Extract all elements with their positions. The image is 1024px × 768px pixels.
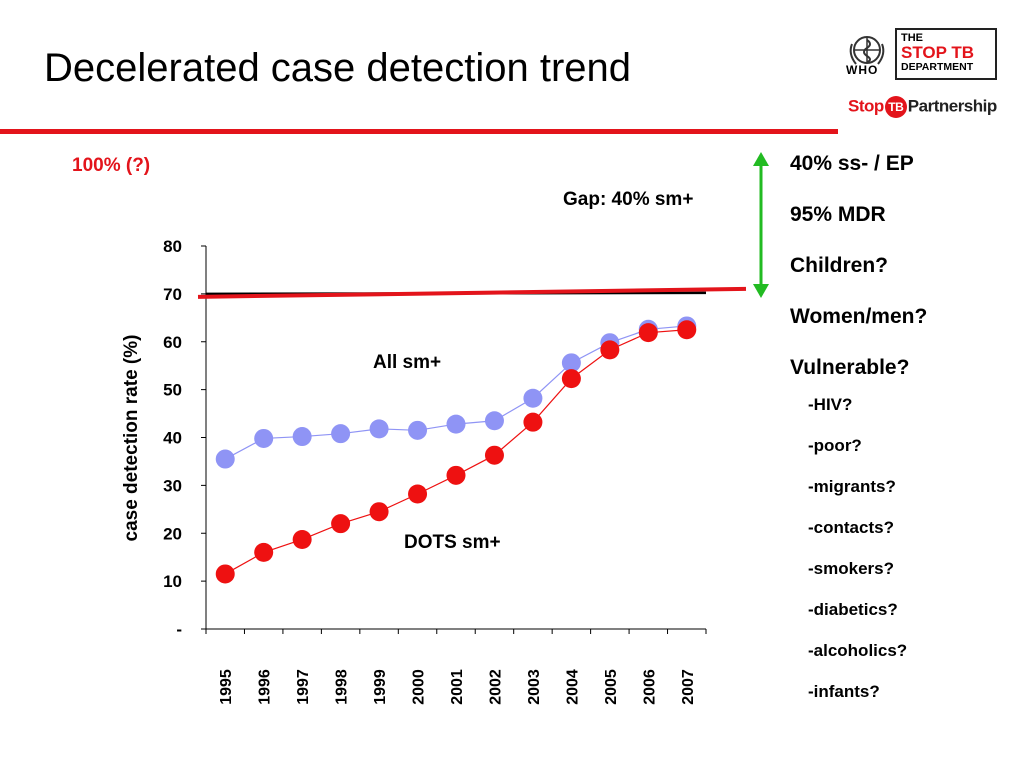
data-point-all-sm-plus [523, 388, 543, 408]
data-point-all-sm-plus [484, 411, 504, 431]
x-tick-label: 1998 [334, 669, 351, 705]
y-tick-label: 60 [163, 333, 182, 352]
who-emblem-icon [849, 36, 885, 65]
data-point-all-sm-plus [446, 414, 466, 434]
y-tick-label: 70 [163, 285, 182, 304]
list-item: Children? [790, 254, 888, 277]
stop-tb-department-logo: THE STOP TB DEPARTMENT [895, 28, 997, 80]
x-tick-label: 2002 [487, 669, 504, 705]
stoptb-line-department: DEPARTMENT [901, 61, 974, 73]
x-tick-label: 2005 [603, 669, 620, 705]
data-point-all-sm-plus [292, 427, 312, 447]
y-tick-label: 20 [163, 524, 182, 543]
x-tick-label: 1996 [257, 669, 274, 705]
stoptb-line-stoptb: STOP TB [901, 43, 975, 62]
data-point-dots-sm-plus [292, 529, 312, 549]
list-item: Women/men? [790, 305, 928, 328]
sub-list-item: -diabetics? [808, 600, 898, 619]
x-tick-label: 1999 [372, 669, 389, 705]
gap-arrow-icon [753, 152, 769, 298]
target-label: 100% (?) [72, 155, 150, 176]
target-line-red [197, 286, 747, 299]
x-tick-label: 1995 [218, 669, 235, 705]
list-item: 95% MDR [790, 203, 886, 226]
data-point-all-sm-plus [215, 449, 235, 469]
data-point-dots-sm-plus [369, 502, 389, 522]
chart-axes: - 10 20 30 40 50 60 70 80 1995 1996 1997 1998 1999 200… [163, 237, 707, 705]
sub-list-item: -smokers? [808, 559, 894, 578]
data-point-dots-sm-plus [484, 445, 504, 465]
partnership-tb-circle: TB [884, 96, 907, 118]
sub-list-item: -infants? [808, 682, 880, 701]
data-point-dots-sm-plus [523, 412, 543, 432]
sub-list-item: -poor? [808, 436, 862, 455]
data-point-dots-sm-plus [254, 542, 274, 562]
data-point-dots-sm-plus [215, 564, 235, 584]
x-tick-label: 2007 [680, 669, 697, 705]
data-point-all-sm-plus [561, 353, 581, 373]
x-tick-label: 1997 [295, 669, 312, 705]
sub-list-item: -HIV? [808, 395, 853, 414]
x-tick-label: 2006 [641, 669, 658, 705]
y-axis-title: case detection rate (%) [121, 335, 142, 542]
gap-label: Gap: 40% sm+ [563, 189, 693, 210]
y-tick-label: 50 [163, 381, 182, 400]
data-point-dots-sm-plus [638, 323, 658, 343]
y-tick-label: 10 [163, 572, 182, 591]
data-point-dots-sm-plus [331, 514, 351, 534]
sub-list-item: -alcoholics? [808, 641, 908, 660]
partnership-stop: Stop [848, 96, 884, 116]
dots-series-label: DOTS sm+ [404, 532, 501, 553]
y-tick-label: 40 [163, 429, 182, 448]
data-point-dots-sm-plus [677, 320, 697, 340]
y-tick-label: 80 [163, 237, 182, 256]
x-tick-label: 2003 [526, 669, 543, 705]
chart-marks [197, 286, 747, 584]
x-tick-label: 2001 [449, 669, 466, 705]
sub-list-item: -migrants? [808, 477, 896, 496]
y-tick-label: 30 [163, 476, 182, 495]
stop-tb-partnership-logo: Stop TB Partnership [848, 96, 997, 118]
data-point-all-sm-plus [331, 424, 351, 444]
y-tick-label: - [176, 620, 182, 639]
data-point-dots-sm-plus [600, 340, 620, 360]
data-point-all-sm-plus [408, 420, 428, 440]
list-item: Vulnerable? [790, 356, 910, 379]
list-item: 40% ss- / EP [790, 152, 914, 175]
partnership-word: Partnership [907, 96, 997, 116]
all-series-label: All sm+ [373, 352, 441, 373]
x-tick-label: 2004 [564, 669, 581, 705]
page-title: Decelerated case detection trend [44, 46, 632, 90]
right-bullet-list: 40% ss- / EP 95% MDR Children? Women/men… [790, 150, 927, 722]
data-point-dots-sm-plus [446, 465, 466, 485]
x-tick-label: 2000 [411, 669, 428, 705]
sub-list-item: -contacts? [808, 518, 894, 537]
who-logo-text: WHO [846, 63, 879, 77]
data-point-dots-sm-plus [408, 484, 428, 504]
stoptb-line-the: THE [901, 32, 923, 44]
data-point-dots-sm-plus [561, 369, 581, 389]
data-point-all-sm-plus [254, 428, 274, 448]
data-point-all-sm-plus [369, 419, 389, 439]
title-divider [0, 129, 838, 134]
